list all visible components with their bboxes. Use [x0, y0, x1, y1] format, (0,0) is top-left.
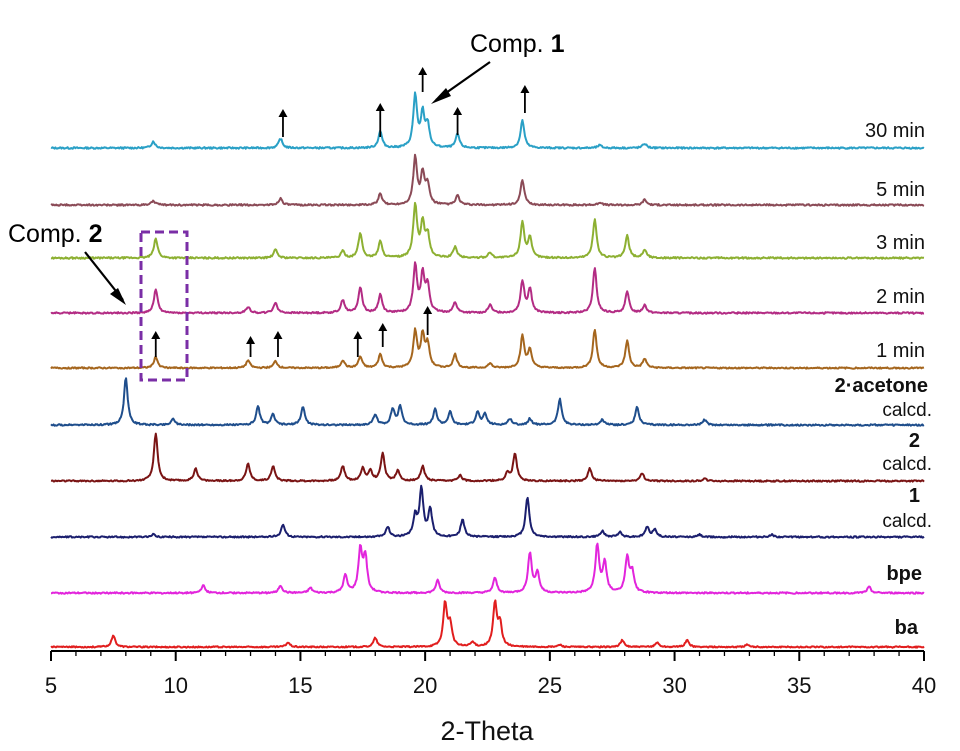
x-tick-label: 15	[288, 673, 312, 698]
x-tick-label: 35	[787, 673, 811, 698]
trace-group	[50, 91, 925, 649]
label-2min: 2 min	[876, 286, 925, 308]
label-2-calcd: calcd.	[882, 454, 932, 475]
series-line-8	[50, 542, 925, 595]
series-line-9	[50, 599, 925, 649]
label-30min: 30 min	[865, 120, 925, 142]
series-line-7	[50, 484, 925, 539]
x-tick-label: 10	[163, 673, 187, 698]
peak-arrow-head-8	[353, 331, 363, 339]
comp2-highlight-box	[139, 230, 189, 382]
peak-arrow-head-3	[453, 107, 463, 115]
label-acetone-calcd: calcd.	[882, 400, 932, 421]
series-line-0	[50, 91, 925, 150]
peak-arrow-head-4	[520, 85, 530, 93]
label-1-name: 1	[909, 485, 920, 507]
x-tick-label: 40	[912, 673, 936, 698]
peak-arrow-head-0	[278, 109, 288, 117]
label-1-calcd: calcd.	[882, 511, 932, 532]
series-line-6	[50, 432, 925, 483]
label-1min: 1 min	[876, 340, 925, 362]
comp2-arrowhead	[110, 288, 126, 305]
x-tick-label: 30	[662, 673, 686, 698]
series-line-2	[50, 201, 925, 260]
series-line-1	[50, 153, 925, 207]
x-tick-label: 20	[413, 673, 437, 698]
label-3min: 3 min	[876, 232, 925, 254]
x-tick-label: 5	[45, 673, 57, 698]
x-axis-label: 2-Theta	[440, 716, 534, 746]
peak-arrow-head-2	[418, 67, 428, 75]
label-2-name: 2	[909, 430, 920, 452]
peak-arrow-group	[151, 67, 530, 357]
x-tick-label: 25	[538, 673, 562, 698]
peak-arrow-head-5	[151, 331, 161, 339]
peak-arrow-head-6	[246, 336, 256, 344]
comp2-annotation: Comp. 2	[8, 220, 103, 248]
peak-arrow-head-10	[423, 306, 433, 314]
x-tick-group: 5 10 15 20 25 30 35 40	[45, 651, 936, 698]
peak-arrow-head-9	[378, 323, 388, 331]
label-acetone-name: 2·acetone	[835, 375, 928, 397]
label-5min: 5 min	[876, 179, 925, 201]
comp1-annotation: Comp. 1	[470, 30, 565, 58]
series-line-5	[50, 377, 925, 427]
peak-arrow-head-1	[375, 103, 385, 111]
series-line-4	[50, 327, 925, 370]
peak-arrow-head-7	[273, 331, 283, 339]
label-bpe: bpe	[886, 563, 922, 585]
comp1-arrowhead	[431, 88, 451, 104]
series-line-3	[50, 261, 925, 315]
label-ba: ba	[895, 617, 919, 639]
